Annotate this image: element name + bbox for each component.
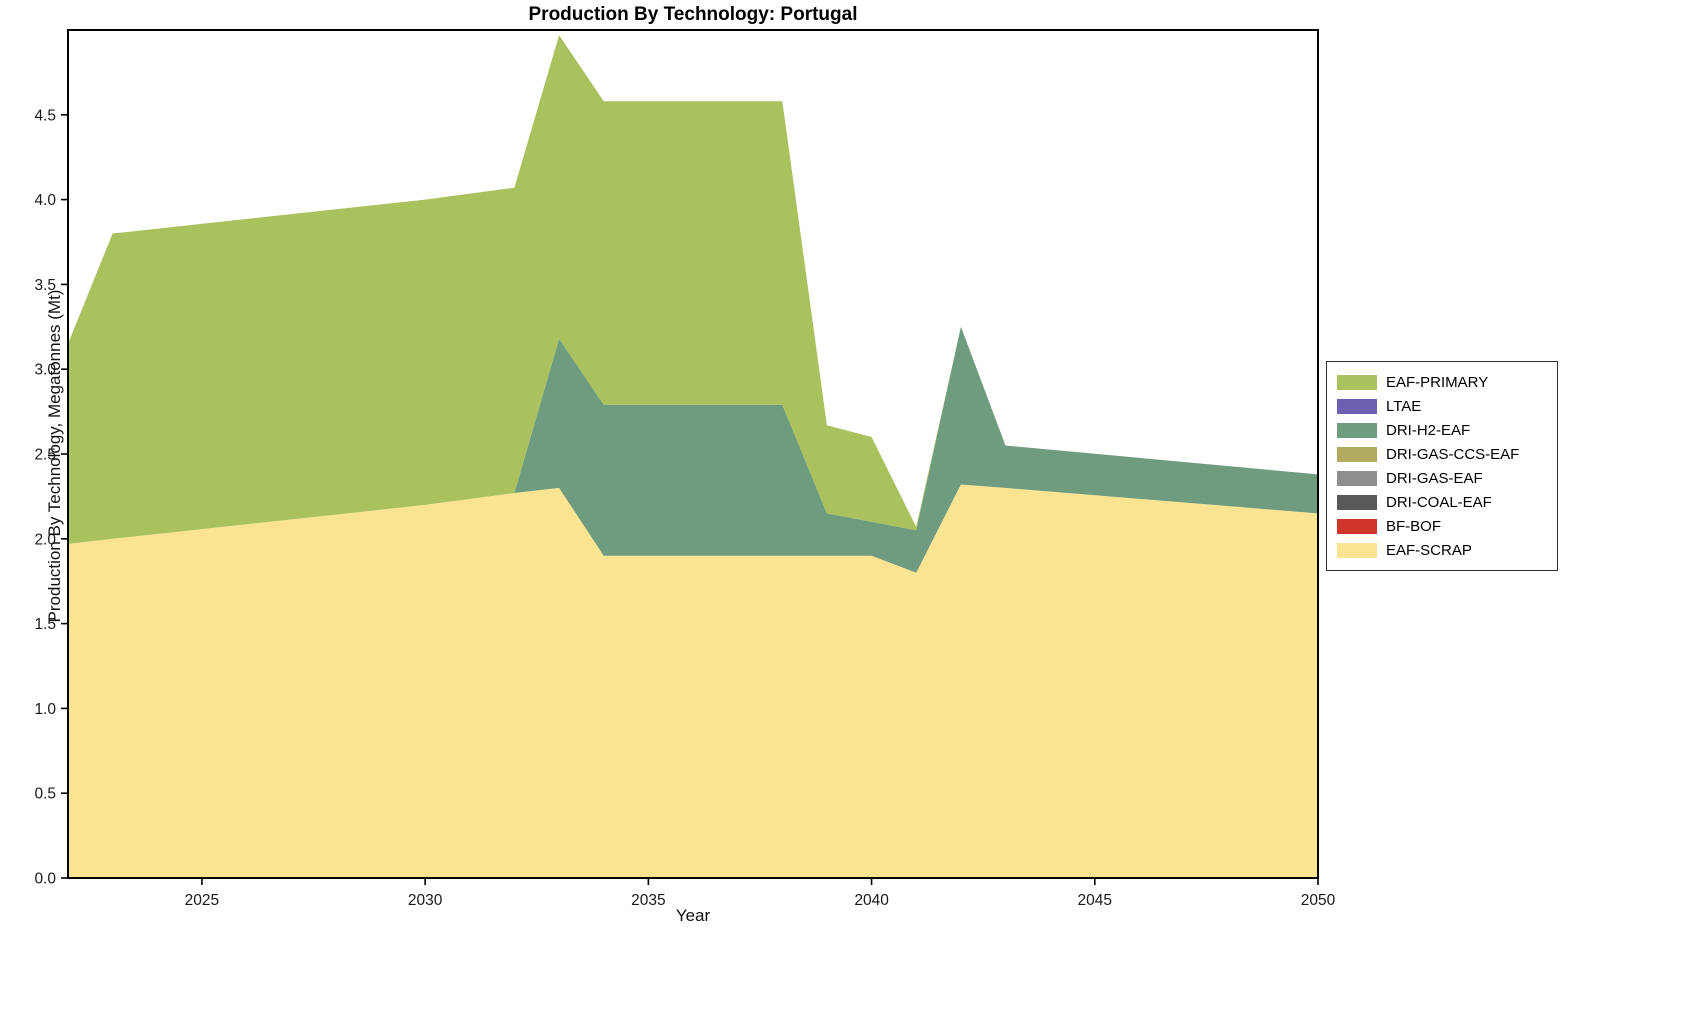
area-EAF-PRIMARY: [68, 35, 1318, 544]
y-tick-label: 0.0: [34, 871, 56, 888]
legend-label: BF-BOF: [1386, 517, 1441, 535]
legend-swatch-dri-gas-ccs-eaf: [1337, 446, 1377, 462]
legend-swatch-eaf-scrap: [1337, 542, 1377, 558]
legend-swatch-dri-coal-eaf: [1337, 494, 1377, 510]
legend-item: LTAE: [1337, 394, 1547, 418]
legend-label: DRI-H2-EAF: [1386, 421, 1471, 439]
legend: EAF-PRIMARY LTAE DRI-H2-EAF DRI-GAS-CCS-…: [1326, 361, 1558, 571]
area-DRI-H2-EAF: [68, 326, 1318, 573]
y-tick-label: 4.5: [34, 107, 56, 124]
y-tick-label: 3.5: [34, 277, 56, 294]
y-tick-label: 3.0: [34, 362, 56, 379]
legend-label: EAF-SCRAP: [1386, 541, 1472, 559]
legend-swatch-bf-bof: [1337, 518, 1377, 534]
legend-label: DRI-COAL-EAF: [1386, 493, 1492, 511]
x-tick-label: 2045: [1078, 892, 1112, 909]
y-tick-label: 2.0: [34, 531, 56, 548]
legend-swatch-dri-gas-eaf: [1337, 470, 1377, 486]
x-tick-label: 2025: [185, 892, 219, 909]
legend-swatch-eaf-primary: [1337, 374, 1377, 390]
area-EAF-SCRAP: [68, 484, 1318, 878]
y-tick-label: 1.0: [34, 701, 56, 718]
y-tick-label: 2.5: [34, 447, 56, 464]
legend-label: DRI-GAS-EAF: [1386, 469, 1483, 487]
legend-label: DRI-GAS-CCS-EAF: [1386, 445, 1520, 463]
legend-swatch-dri-h2-eaf: [1337, 422, 1377, 438]
legend-item: EAF-PRIMARY: [1337, 370, 1547, 394]
legend-item: BF-BOF: [1337, 514, 1547, 538]
x-tick-label: 2040: [854, 892, 889, 909]
legend-item: DRI-GAS-CCS-EAF: [1337, 442, 1547, 466]
y-tick-label: 1.5: [34, 616, 56, 633]
legend-label: EAF-PRIMARY: [1386, 373, 1489, 391]
chart-title: Production By Technology: Portugal: [528, 4, 858, 25]
legend-item: DRI-GAS-EAF: [1337, 466, 1547, 490]
y-tick-label: 4.0: [34, 192, 56, 209]
legend-swatch-ltae: [1337, 398, 1377, 414]
legend-item: DRI-COAL-EAF: [1337, 490, 1547, 514]
legend-label: LTAE: [1386, 397, 1422, 415]
legend-item: DRI-H2-EAF: [1337, 418, 1547, 442]
x-tick-label: 2035: [631, 892, 665, 909]
x-tick-label: 2030: [408, 892, 443, 909]
x-tick-label: 2050: [1301, 892, 1336, 909]
y-tick-label: 0.5: [34, 786, 56, 803]
x-axis-label: Year: [675, 906, 711, 925]
y-axis-label: Production By Technology, Megatonnes (Mt…: [45, 289, 64, 623]
legend-item: EAF-SCRAP: [1337, 538, 1547, 562]
